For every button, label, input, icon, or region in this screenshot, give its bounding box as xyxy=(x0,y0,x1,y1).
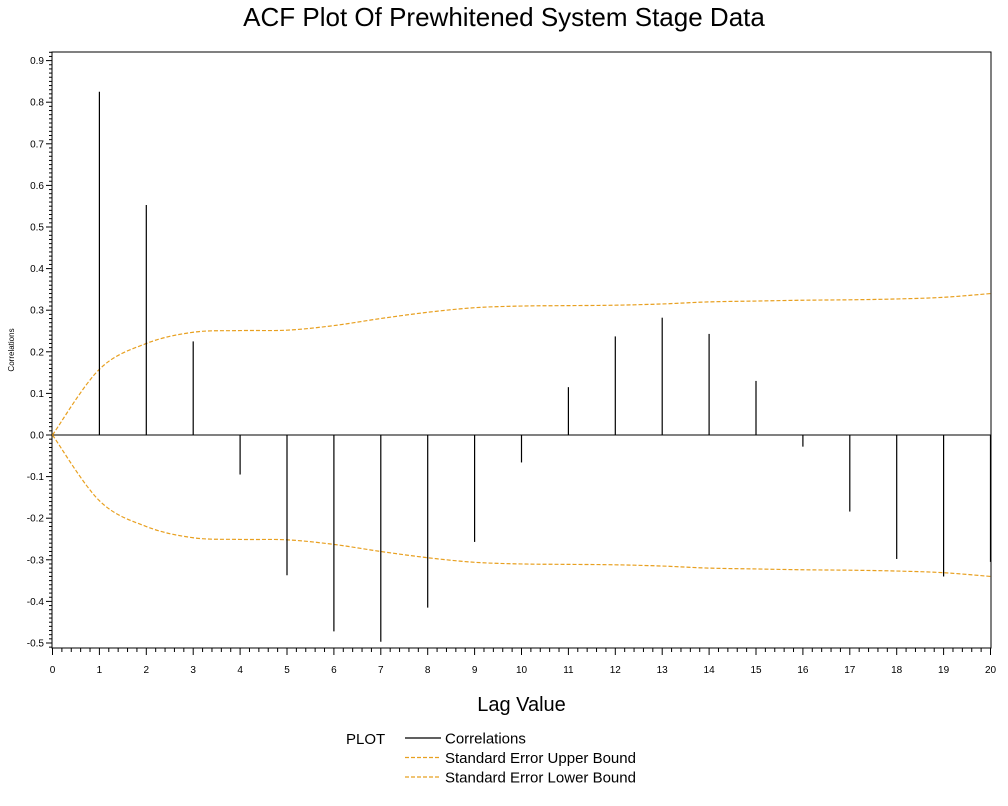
legend-label: Correlations xyxy=(445,731,526,748)
x-tick-label: 19 xyxy=(938,665,950,676)
y-tick-label: 0.8 xyxy=(30,98,44,109)
legend-label: Standard Error Upper Bound xyxy=(445,750,636,767)
x-tick-label: 11 xyxy=(563,665,574,676)
x-tick-label: 17 xyxy=(844,665,856,676)
x-tick-label: 15 xyxy=(750,665,762,676)
x-tick-label: 5 xyxy=(284,665,290,676)
x-tick-label: 0 xyxy=(50,665,56,676)
legend-entries: Correlations Standard Error Upper Bound St… xyxy=(405,731,636,787)
se-upper-bound-line xyxy=(52,292,991,436)
legend-label: Standard Error Lower Bound xyxy=(445,770,636,787)
y-tick-label: 0.0 xyxy=(30,431,44,442)
y-tick-label: 0.6 xyxy=(30,181,44,192)
y-tick-label: -0.3 xyxy=(27,555,45,566)
correlation-needles xyxy=(98,91,992,642)
y-tick-label: 0.7 xyxy=(30,139,44,150)
y-axis: -0.5 -0.4 -0.3 -0.2 -0.1 0.0 0.1 0.2 0.3 0.4 0.5 0.… xyxy=(27,51,52,650)
y-tick-label: -0.5 xyxy=(27,639,45,650)
y-tick-label: 0.5 xyxy=(30,223,44,234)
standard-error-bounds xyxy=(52,292,991,578)
y-axis-label: Correlations xyxy=(7,328,16,371)
x-tick-label: 18 xyxy=(891,665,903,676)
x-tick-label: 13 xyxy=(657,665,669,676)
chart-title: ACF Plot Of Prewhitened System Stage Dat… xyxy=(243,2,765,32)
y-tick-label: -0.4 xyxy=(27,597,45,608)
x-tick-label: 12 xyxy=(610,665,622,676)
x-tick-label: 1 xyxy=(97,665,103,676)
legend: PLOT Correlations Standard Error Upper Bo… xyxy=(346,731,636,787)
x-axis: 0 1 2 3 4 5 6 7 8 9 10 11 12 13 14 15 16 17 18 19 20 xyxy=(50,648,997,676)
x-tick-label: 3 xyxy=(190,665,196,676)
x-tick-label: 16 xyxy=(797,665,809,676)
x-tick-label: 10 xyxy=(516,665,528,676)
x-tick-label: 7 xyxy=(378,665,384,676)
x-tick-label: 9 xyxy=(472,665,478,676)
y-tick-label: -0.2 xyxy=(27,514,45,525)
x-tick-label: 14 xyxy=(704,665,716,676)
x-tick-label: 8 xyxy=(425,665,431,676)
x-axis-label: Lag Value xyxy=(477,694,566,716)
y-tick-label: 0.3 xyxy=(30,306,44,317)
x-tick-label: 6 xyxy=(331,665,337,676)
x-tick-label: 2 xyxy=(144,665,150,676)
legend-title: PLOT xyxy=(346,731,385,748)
y-tick-label: 0.2 xyxy=(30,347,44,358)
x-tick-label: 4 xyxy=(237,665,243,676)
y-tick-label: 0.9 xyxy=(30,56,44,67)
y-tick-label: 0.1 xyxy=(30,389,44,400)
x-tick-label: 20 xyxy=(985,665,997,676)
y-tick-label: 0.4 xyxy=(30,264,44,275)
y-tick-label: -0.1 xyxy=(27,472,45,483)
se-lower-bound-line xyxy=(52,434,991,578)
